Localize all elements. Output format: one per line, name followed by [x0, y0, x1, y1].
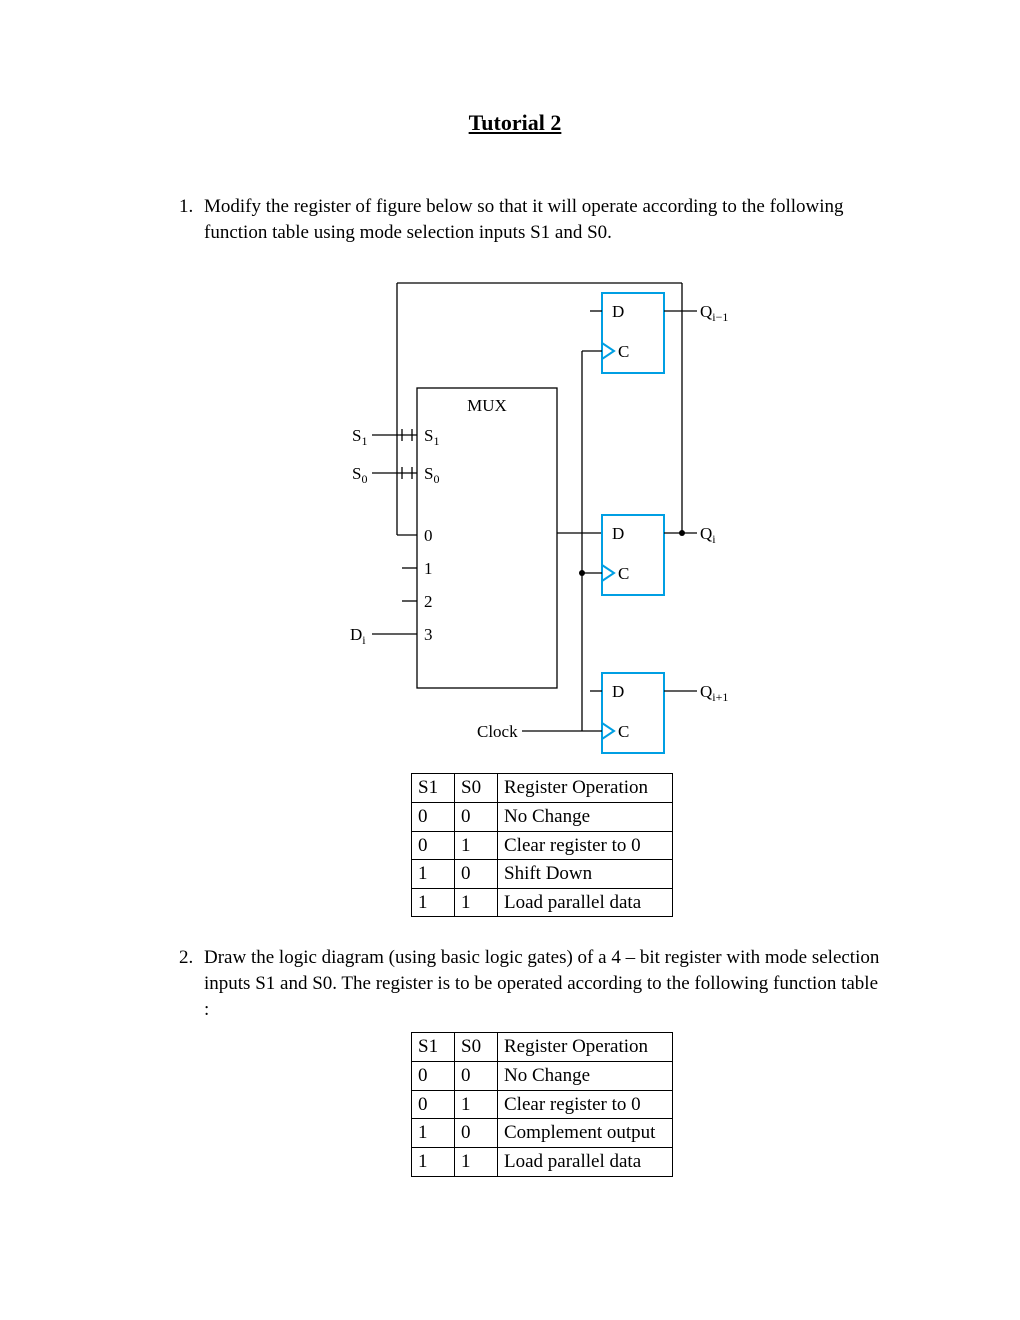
ff-mid-d: D: [612, 524, 624, 543]
q1-function-table: S1 S0 Register Operation 0 0 No Change 0…: [411, 773, 673, 917]
table-row: 0 1 Clear register to 0: [412, 1090, 673, 1119]
table-row: 1 0 Shift Down: [412, 860, 673, 889]
circuit-diagram: MUX S1 S1 S0 S0: [204, 273, 880, 763]
page-title: Tutorial 2: [150, 110, 880, 136]
q2-th-s1: S1: [412, 1033, 455, 1062]
q-i-plus-1: Qi+1: [700, 682, 728, 704]
s0-external: S0: [352, 464, 367, 486]
question-2: Draw the logic diagram (using basic logi…: [198, 945, 880, 1176]
q-i: Qi: [700, 524, 716, 546]
q2-function-table: S1 S0 Register Operation 0 0 No Change 0…: [411, 1032, 673, 1176]
q2-th-s0: S0: [455, 1033, 498, 1062]
clock-label: Clock: [477, 722, 518, 741]
table-row: 1 1 Load parallel data: [412, 888, 673, 917]
ff-top-d: D: [612, 302, 624, 321]
mux-label: MUX: [467, 396, 507, 415]
q2-th-op: Register Operation: [498, 1033, 673, 1062]
q-i-minus-1: Qi−1: [700, 302, 728, 324]
question-1: Modify the register of figure below so t…: [198, 194, 880, 917]
ff-top-c: C: [618, 342, 629, 361]
q2-text: Draw the logic diagram (using basic logi…: [204, 947, 879, 1019]
s1-external: S1: [352, 426, 367, 448]
table-row: 1 1 Load parallel data: [412, 1147, 673, 1176]
q1-th-s1: S1: [412, 774, 455, 803]
mux-in1: 1: [424, 559, 433, 578]
mux-in2: 2: [424, 592, 433, 611]
table-row: 1 0 Complement output: [412, 1119, 673, 1148]
mux-in3: 3: [424, 625, 433, 644]
table-row: 0 0 No Change: [412, 802, 673, 831]
s1-internal: S1: [424, 426, 439, 448]
q1-th-op: Register Operation: [498, 774, 673, 803]
di-label: Di: [350, 625, 366, 647]
ff-mid-c: C: [618, 564, 629, 583]
table-row: 0 1 Clear register to 0: [412, 831, 673, 860]
ff-bot-c: C: [618, 722, 629, 741]
table-row: 0 0 No Change: [412, 1062, 673, 1091]
s0-internal: S0: [424, 464, 439, 486]
mux-in0: 0: [424, 526, 433, 545]
q1-th-s0: S0: [455, 774, 498, 803]
q1-text: Modify the register of figure below so t…: [204, 196, 844, 243]
ff-bot-d: D: [612, 682, 624, 701]
